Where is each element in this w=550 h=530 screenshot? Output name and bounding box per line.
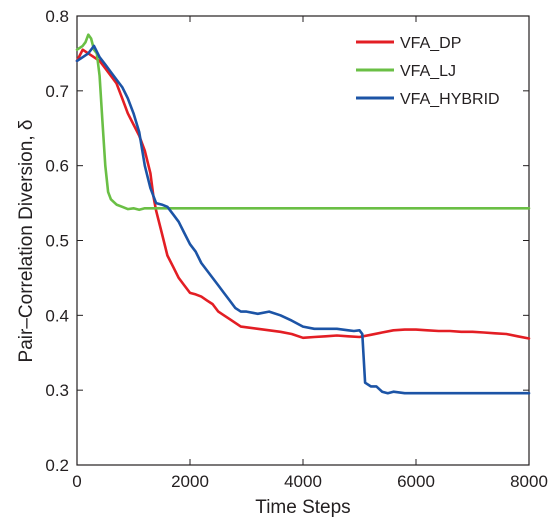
y-tick-label: 0.2 — [45, 456, 69, 475]
y-tick-label: 0.4 — [45, 306, 69, 325]
x-tick-label: 2000 — [171, 472, 209, 491]
series-line-vfa-lj — [75, 33, 531, 212]
y-tick-label: 0.7 — [45, 82, 69, 101]
y-tick-label: 0.8 — [45, 7, 69, 26]
legend-label: VFA_DP — [400, 35, 461, 52]
y-tick-label: 0.6 — [45, 157, 69, 176]
x-tick-label: 6000 — [397, 472, 435, 491]
series-lines — [75, 33, 531, 395]
y-tick-label: 0.3 — [45, 381, 69, 400]
series-line-vfa-hybrid — [75, 44, 531, 395]
axis-ticks: 0 2000 4000 6000 8000 0.2 0.3 0.4 0.5 0.6 0.7 0.8 — [45, 7, 548, 491]
x-tick-label: 4000 — [284, 472, 322, 491]
plot-frame — [76, 15, 530, 466]
x-tick-label: 0 — [72, 472, 81, 491]
legend: VFA_DP VFA_LJ VFA_HYBRID — [356, 35, 500, 108]
legend-label: VFA_HYBRID — [400, 91, 500, 108]
legend-label: VFA_LJ — [400, 63, 456, 80]
y-axis-title: Pair–Correlation Diversion, δ — [16, 120, 37, 363]
y-tick-label: 0.5 — [45, 232, 69, 251]
x-tick-label: 8000 — [510, 472, 548, 491]
x-axis-title: Time Steps — [255, 497, 350, 518]
series-line-vfa-dp — [75, 48, 531, 340]
